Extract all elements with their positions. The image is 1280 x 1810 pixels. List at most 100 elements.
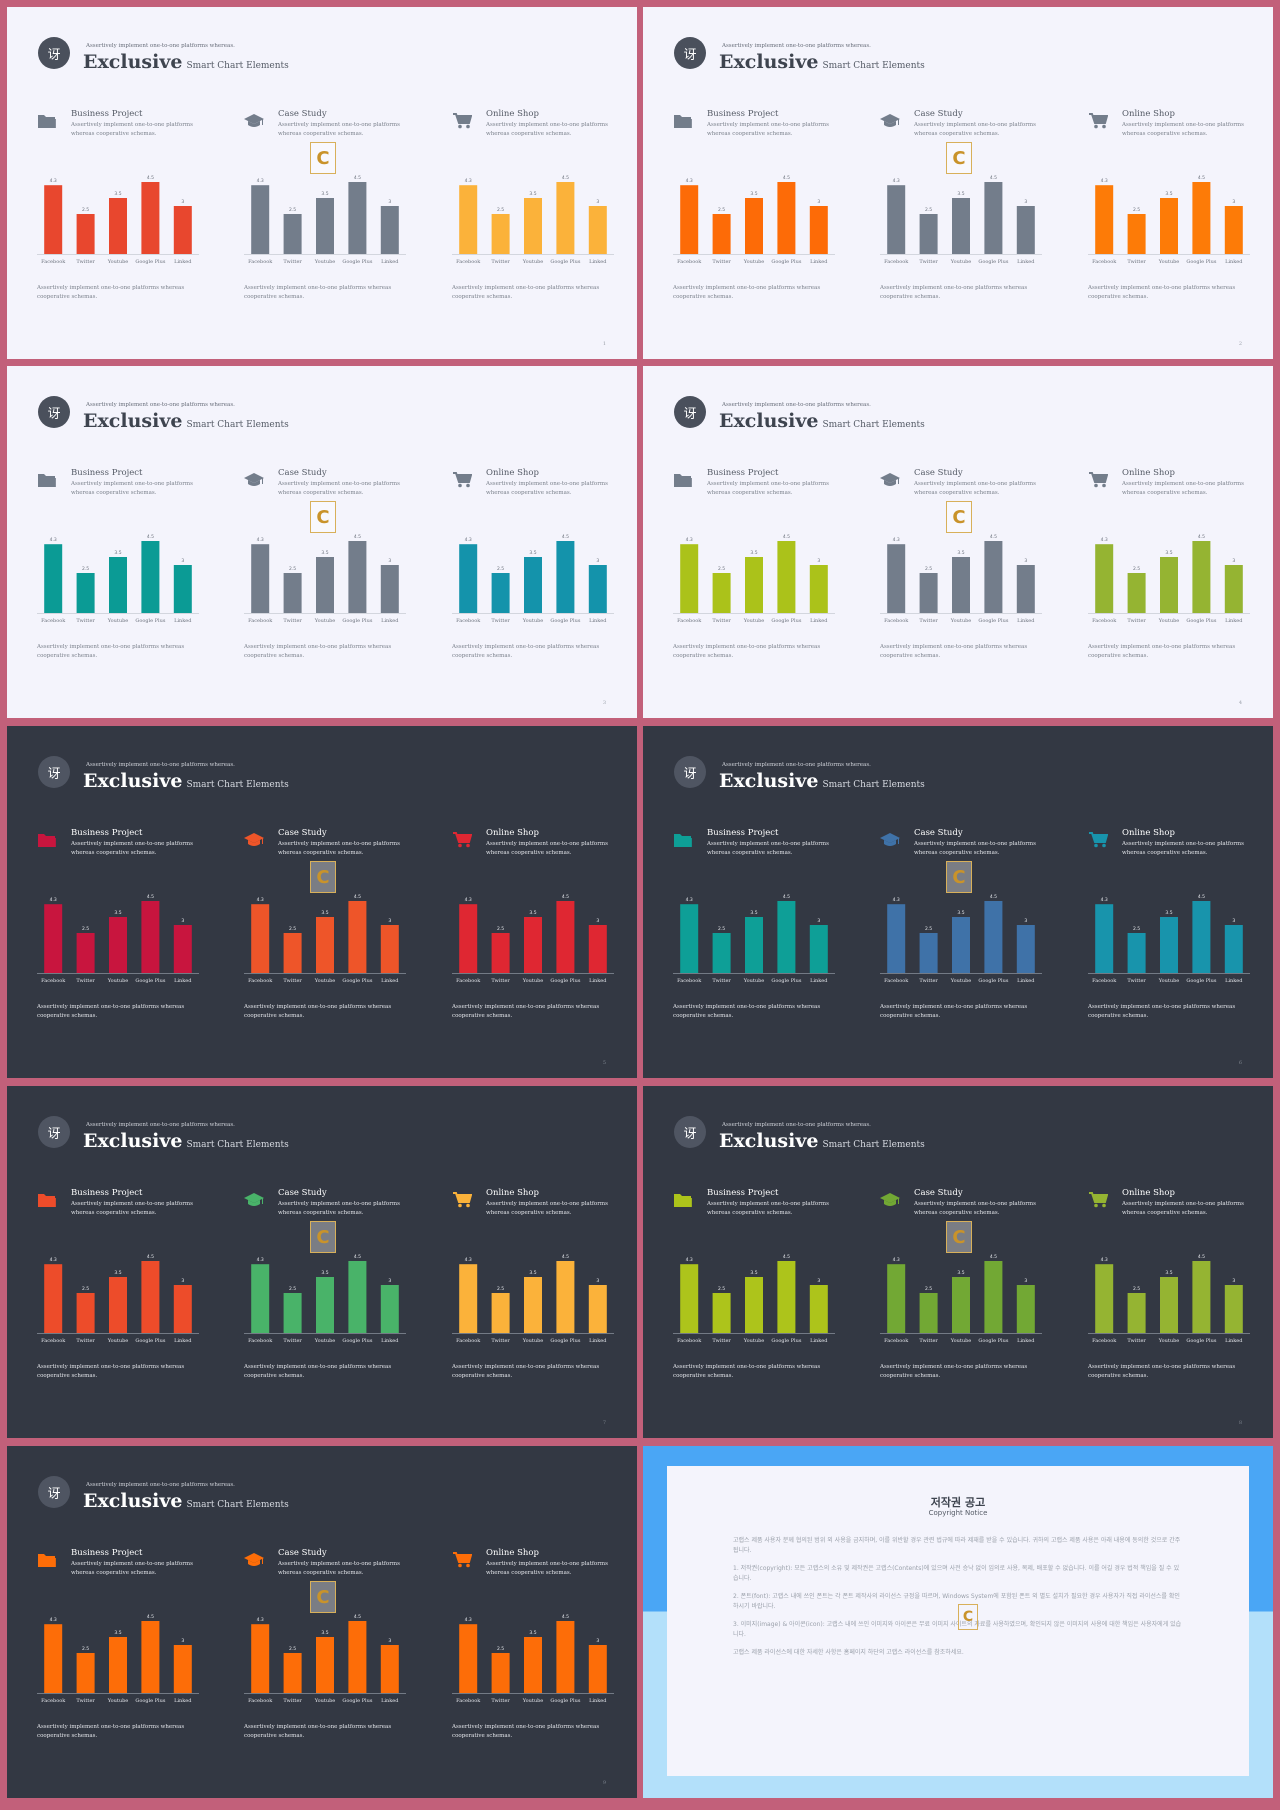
slide: 讶 Assertively implement one-to-one platfo… — [643, 7, 1273, 359]
panel-description: Assertively implement one-to-one platfor… — [71, 841, 193, 856]
data-label: 4.3 — [257, 1617, 264, 1623]
data-label: 4.5 — [562, 534, 569, 540]
title-sub: Smart Chart Elements — [822, 61, 925, 71]
data-label: 3 — [181, 918, 184, 924]
category-label: Google Plus — [1186, 978, 1217, 984]
bar — [984, 901, 1003, 973]
title-main: Exclusive — [83, 770, 183, 792]
data-label: 3.5 — [957, 550, 964, 556]
bar — [809, 1285, 828, 1333]
panel-heading: Online Shop — [486, 1188, 539, 1198]
category-label: Youtube — [743, 618, 765, 624]
folder-icon — [673, 471, 693, 489]
panel-heading: Business Project — [71, 109, 143, 119]
category-label: Google Plus — [135, 618, 166, 624]
data-label: 4.5 — [562, 894, 569, 900]
panel-heading: Case Study — [914, 1188, 963, 1198]
bar — [556, 1261, 575, 1333]
bar — [524, 1637, 542, 1693]
bar — [380, 565, 399, 613]
data-label: 4.5 — [1198, 894, 1205, 900]
panel-note: Assertively implement one-to-one platfor… — [1088, 1004, 1236, 1019]
chart-area: 4.3 Facebook 2.5 Twitter 3.5 Youtube 4.5 Google… — [1088, 518, 1250, 628]
bar — [1160, 198, 1178, 254]
data-label: 4.3 — [465, 897, 472, 903]
chart-panel: Online Shop Assertively implement one-to-… — [1088, 1188, 1273, 1418]
category-label: Twitter — [919, 618, 938, 624]
category-label: Twitter — [76, 259, 95, 265]
shopping-cart-icon — [452, 471, 473, 489]
chart-panel: Online Shop Assertively implement one-to-… — [452, 828, 637, 1058]
category-label: Facebook — [248, 978, 273, 984]
category-label: Twitter — [283, 618, 302, 624]
chart-panel: Business Project Assertively implement on… — [673, 468, 873, 698]
panel-note: Assertively implement one-to-one platfor… — [1088, 644, 1236, 659]
bar — [745, 917, 763, 973]
bar — [588, 1645, 607, 1693]
logo: 讶 — [38, 396, 70, 428]
copyright-paragraph: 고랩스 제품 사용자 분께 협의된 범위 외 사용을 금지하며, 이를 위반할 … — [733, 1537, 1181, 1554]
data-label: 2.5 — [82, 1646, 89, 1652]
panel-note: Assertively implement one-to-one platfor… — [880, 1004, 1028, 1019]
logo: 讶 — [38, 1476, 70, 1508]
data-label: 4.3 — [50, 1257, 57, 1263]
slide-subtitle: Assertively implement one-to-one platfor… — [722, 402, 871, 408]
bar-chart: 4.3 Facebook 2.5 Twitter 3.5 Youtube 4.5 Google… — [673, 534, 835, 624]
chart-panel: Business Project Assertively implement on… — [37, 1548, 237, 1778]
slide-title: Exclusive Smart Chart Elements — [719, 1130, 925, 1152]
panel-description: Assertively implement one-to-one platfor… — [486, 481, 608, 496]
title-main: Exclusive — [83, 1130, 183, 1152]
category-label: Facebook — [677, 1338, 702, 1344]
data-label: 2.5 — [925, 1286, 932, 1292]
bar — [984, 182, 1003, 254]
bar-chart: 4.3 Facebook 2.5 Twitter 3.5 Youtube 4.5 Google… — [880, 534, 1042, 624]
chart-area: 4.3 Facebook 2.5 Twitter 3.5 Youtube 4.5 Google… — [880, 518, 1042, 628]
chart-panel: Online Shop Assertively implement one-to-… — [452, 468, 637, 698]
shopping-cart-icon — [1088, 112, 1109, 130]
bar — [141, 1621, 160, 1693]
bar — [887, 185, 906, 254]
bar — [173, 206, 192, 254]
bar — [1224, 206, 1243, 254]
chart-panel: Online Shop Assertively implement one-to-… — [1088, 109, 1273, 339]
category-label: Youtube — [950, 618, 972, 624]
panel-note: Assertively implement one-to-one platfor… — [37, 1724, 185, 1739]
category-label: Youtube — [522, 1698, 544, 1704]
category-label: Linked — [174, 1338, 192, 1344]
category-label: Facebook — [41, 618, 66, 624]
data-label: 4.5 — [990, 534, 997, 540]
category-label: Google Plus — [1186, 1338, 1217, 1344]
category-label: Facebook — [456, 618, 481, 624]
bar-chart: 4.3 Facebook 2.5 Twitter 3.5 Youtube 4.5 Google… — [244, 894, 406, 984]
category-label: Google Plus — [978, 1338, 1009, 1344]
bar — [459, 1624, 478, 1693]
panel-heading: Case Study — [278, 1188, 327, 1198]
data-label: 4.5 — [783, 534, 790, 540]
bar — [380, 925, 399, 973]
logo: 讶 — [38, 756, 70, 788]
category-label: Google Plus — [342, 1338, 373, 1344]
shopping-cart-icon — [1088, 1191, 1109, 1209]
category-label: Facebook — [456, 978, 481, 984]
bar-chart: 4.3 Facebook 2.5 Twitter 3.5 Youtube 4.5 Google… — [880, 894, 1042, 984]
category-label: Youtube — [1158, 1338, 1180, 1344]
copyright-paragraph: 고랩스 제품 라이선스에 대한 자세한 사항은 홈페이지 하단의 고랩스 라이선… — [733, 1649, 964, 1656]
data-label: 3 — [1024, 918, 1027, 924]
data-label: 3.5 — [529, 1630, 536, 1636]
data-label: 2.5 — [718, 566, 725, 572]
bar — [491, 1293, 510, 1333]
category-label: Twitter — [1127, 1338, 1146, 1344]
data-label: 3 — [181, 558, 184, 564]
panel-note: Assertively implement one-to-one platfor… — [673, 285, 821, 300]
category-label: Twitter — [491, 1698, 510, 1704]
bar — [1127, 573, 1146, 613]
category-label: Facebook — [884, 618, 909, 624]
bar-chart: 4.3 Facebook 2.5 Twitter 3.5 Youtube 4.5 Google… — [244, 1254, 406, 1344]
category-label: Google Plus — [550, 978, 581, 984]
bar — [1127, 1293, 1146, 1333]
bar — [1224, 925, 1243, 973]
bar-chart: 4.3 Facebook 2.5 Twitter 3.5 Youtube 4.5 Google… — [244, 1614, 406, 1704]
data-label: 4.5 — [1198, 1254, 1205, 1260]
bar — [141, 182, 160, 254]
data-label: 3 — [817, 1278, 820, 1284]
